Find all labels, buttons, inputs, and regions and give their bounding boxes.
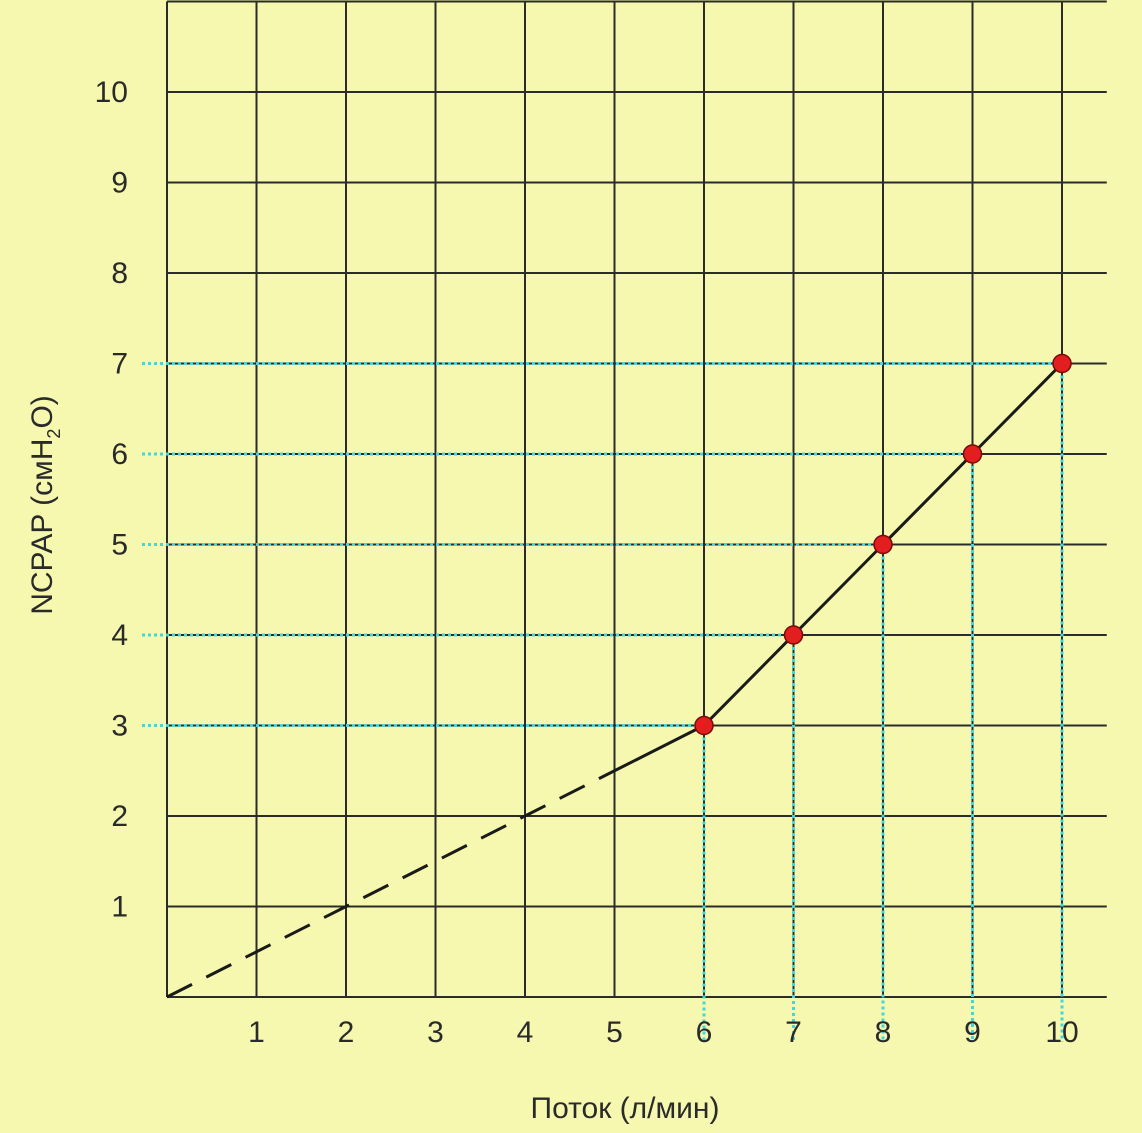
data-point <box>873 534 893 555</box>
x-tick-label: 6 <box>696 1016 713 1049</box>
guide-lines <box>142 362 1064 1042</box>
y-axis-label-subscript: 2 <box>44 429 64 439</box>
y-tick-label: 5 <box>111 529 128 562</box>
y-tick-label: 8 <box>111 257 128 290</box>
y-tick-label: 2 <box>111 800 128 833</box>
y-axis-label-base: NCPAP (смH <box>26 439 59 615</box>
y-tick-label: 1 <box>111 891 128 924</box>
x-tick-label: 9 <box>964 1016 981 1049</box>
grid <box>166 0 1107 998</box>
x-tick-labels: 1 2 3 4 5 6 7 8 9 10 <box>248 1016 1079 1049</box>
y-tick-label: 10 <box>95 76 128 109</box>
x-tick-label: 3 <box>427 1016 444 1049</box>
x-tick-label: 10 <box>1045 1016 1078 1049</box>
data-point <box>1052 353 1072 374</box>
series-line-solid <box>613 362 1064 773</box>
y-tick-label: 7 <box>111 348 128 381</box>
data-point <box>783 625 804 645</box>
y-tick-label: 6 <box>111 438 128 471</box>
x-tick-label: 7 <box>785 1016 802 1049</box>
data-point <box>694 715 714 736</box>
data-point <box>962 444 983 464</box>
y-axis-label: NCPAP (смH2O) <box>26 395 64 615</box>
series-line-dashed <box>166 769 616 999</box>
data-points <box>694 353 1072 736</box>
y-tick-label: 4 <box>111 619 128 652</box>
y-tick-label: 9 <box>111 167 128 200</box>
x-tick-label: 1 <box>248 1016 265 1049</box>
y-tick-label: 3 <box>111 710 128 743</box>
x-tick-label: 2 <box>338 1016 355 1049</box>
y-tick-labels: 1 2 3 4 5 6 7 8 9 10 <box>95 76 128 924</box>
x-tick-label: 8 <box>875 1016 892 1049</box>
x-tick-label: 5 <box>606 1016 623 1049</box>
x-tick-label: 4 <box>517 1016 534 1049</box>
series-lines <box>166 362 1064 999</box>
x-axis-label: Поток (л/мин) <box>531 1092 720 1125</box>
y-axis-label-end: O) <box>26 395 59 428</box>
